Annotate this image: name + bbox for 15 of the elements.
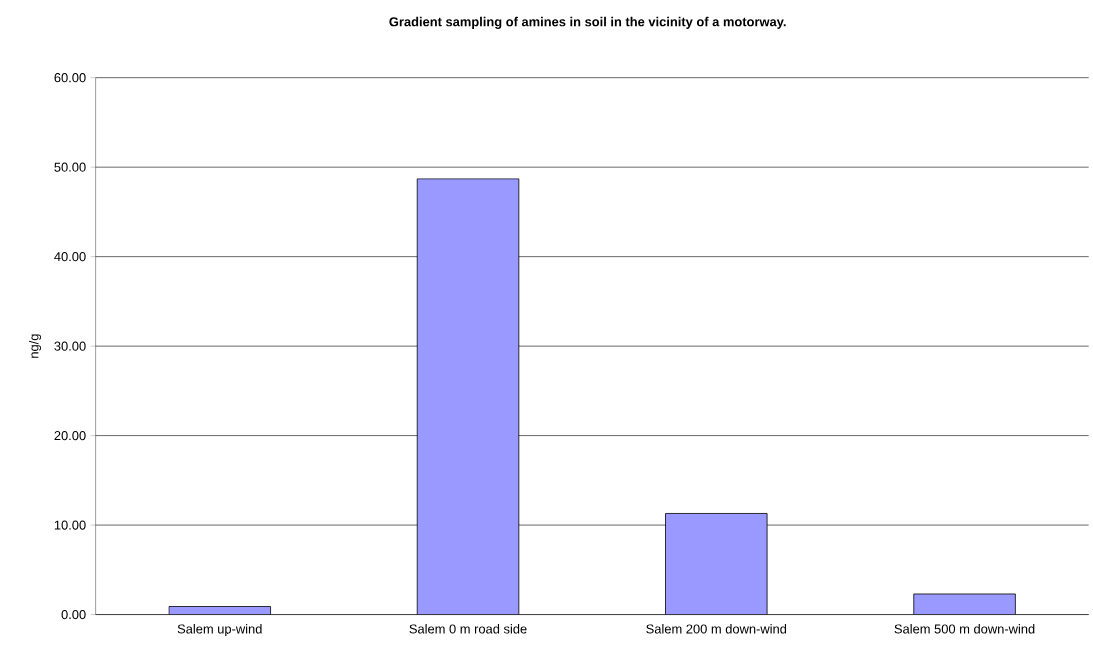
y-tick-label: 20.00 bbox=[54, 430, 86, 440]
y-tick-label: 30.00 bbox=[54, 341, 86, 351]
y-axis-title: ng/g bbox=[29, 334, 42, 358]
x-tick-label: Salem 0 m road side bbox=[409, 623, 527, 634]
bar bbox=[168, 605, 271, 615]
x-tick-label: Salem 200 m down-wind bbox=[646, 623, 787, 634]
x-tick-label: Salem 500 m down-wind bbox=[894, 623, 1035, 634]
y-tick-label: 40.00 bbox=[54, 251, 86, 262]
chart-title: Gradient sampling of amines in soil in the vicinity of a motorway. bbox=[389, 16, 786, 29]
y-tick-label: 50.00 bbox=[54, 162, 86, 172]
y-tick-label: 10.00 bbox=[54, 520, 86, 530]
y-tick-label: 60.00 bbox=[54, 72, 86, 83]
x-tick-label: Salem up-wind bbox=[177, 623, 262, 636]
y-tick-label: 0.00 bbox=[61, 609, 86, 619]
bar bbox=[913, 593, 1016, 615]
